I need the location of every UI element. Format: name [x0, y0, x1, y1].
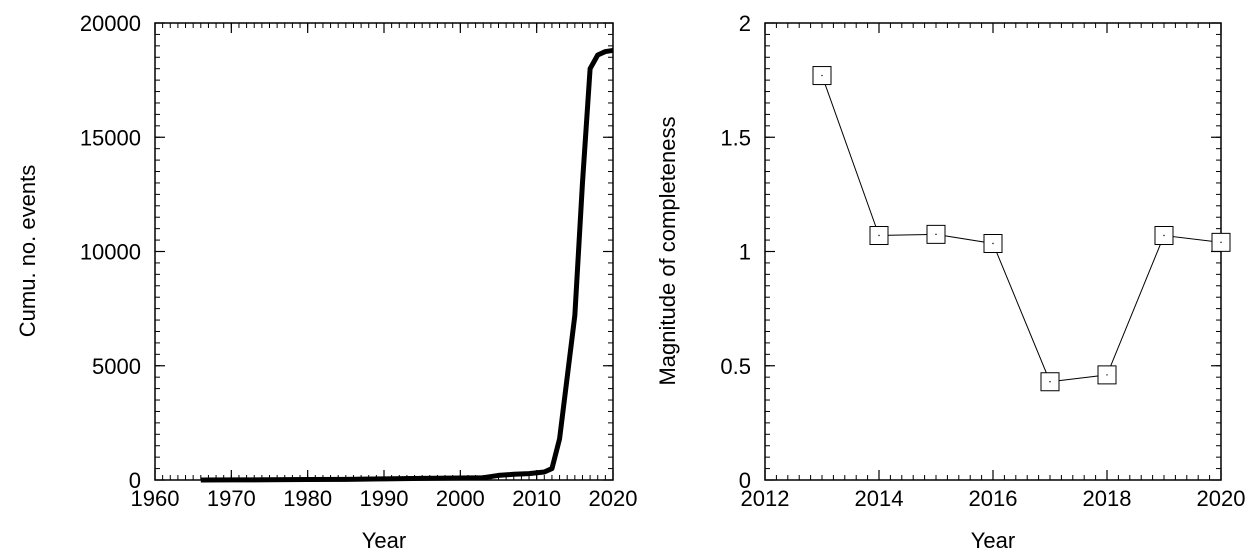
plot-frame-left [154, 22, 614, 481]
marker-dot [821, 74, 823, 77]
x-tick-label: 2000 [436, 486, 485, 511]
x-tick-label: 2010 [512, 486, 561, 511]
y-axis-label-left: Cumu. no. events [15, 165, 40, 337]
y-tick-label: 0 [739, 468, 751, 493]
x-tick-label: 1990 [360, 486, 409, 511]
x-tick-label: 1960 [131, 486, 180, 511]
marker-dot [1106, 374, 1108, 376]
y-tick-label: 10000 [80, 240, 141, 265]
marker-dot [935, 233, 937, 236]
y-tick-label: 0 [129, 468, 141, 493]
x-tick-label: 1970 [207, 486, 256, 511]
marker-dot [878, 234, 880, 237]
y-tick-label: 5000 [92, 354, 141, 379]
y-tick-label: 0.5 [720, 354, 751, 379]
marker-dot [992, 242, 994, 245]
x-tick-label: 2014 [855, 486, 904, 511]
chart-cumulative-events: Year Cumu. no. events 1960 1970 1980 1990 20… [15, 11, 637, 553]
x-tick-label: 2016 [969, 486, 1018, 511]
x-tick-label: 2020 [1197, 486, 1246, 511]
y-tick-label: 1 [739, 240, 751, 265]
y-tick-label: 20000 [80, 11, 141, 36]
marker-dot [1163, 234, 1165, 237]
x-tick-label: 1980 [283, 486, 332, 511]
y-tick-label: 2 [739, 11, 751, 36]
x-tick-label: 2020 [589, 486, 638, 511]
marker-dot [1220, 241, 1222, 244]
y-tick-label: 1.5 [720, 125, 751, 150]
x-axis-label-right: Year [971, 528, 1015, 553]
y-tick-label: 15000 [80, 125, 141, 150]
chart-magnitude-completeness: Year Magnitude of completeness 2012 2014 2… [655, 11, 1245, 553]
marker-dot [1049, 381, 1051, 383]
series-line-cumulative [200, 47, 614, 483]
y-axis-label-right: Magnitude of completeness [655, 116, 680, 385]
x-tick-label: 2018 [1083, 486, 1132, 511]
x-tick-label: 2012 [741, 486, 790, 511]
x-axis-label-left: Year [362, 528, 406, 553]
